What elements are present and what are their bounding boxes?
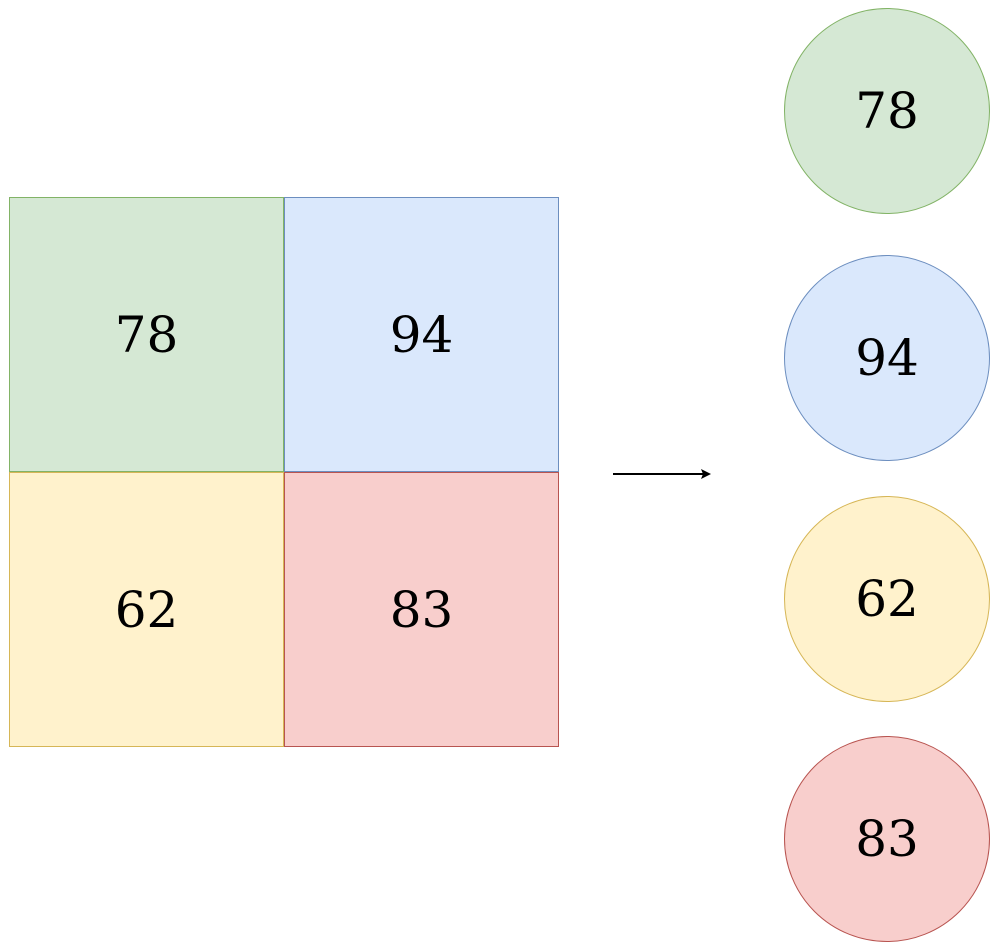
- value-circle: 94: [784, 255, 990, 461]
- right-arrow-icon: [613, 469, 711, 479]
- grid-cell-top-right: 94: [284, 197, 559, 472]
- value-circle: 83: [784, 736, 990, 942]
- value-grid: 78 94 62 83: [9, 197, 559, 747]
- value-circle-list: 78 94 62 83: [784, 8, 992, 944]
- value-circle: 78: [784, 8, 990, 214]
- value-circle: 62: [784, 496, 990, 702]
- grid-cell-bottom-left: 62: [9, 472, 284, 747]
- grid-cell-top-left: 78: [9, 197, 284, 472]
- grid-cell-bottom-right: 83: [284, 472, 559, 747]
